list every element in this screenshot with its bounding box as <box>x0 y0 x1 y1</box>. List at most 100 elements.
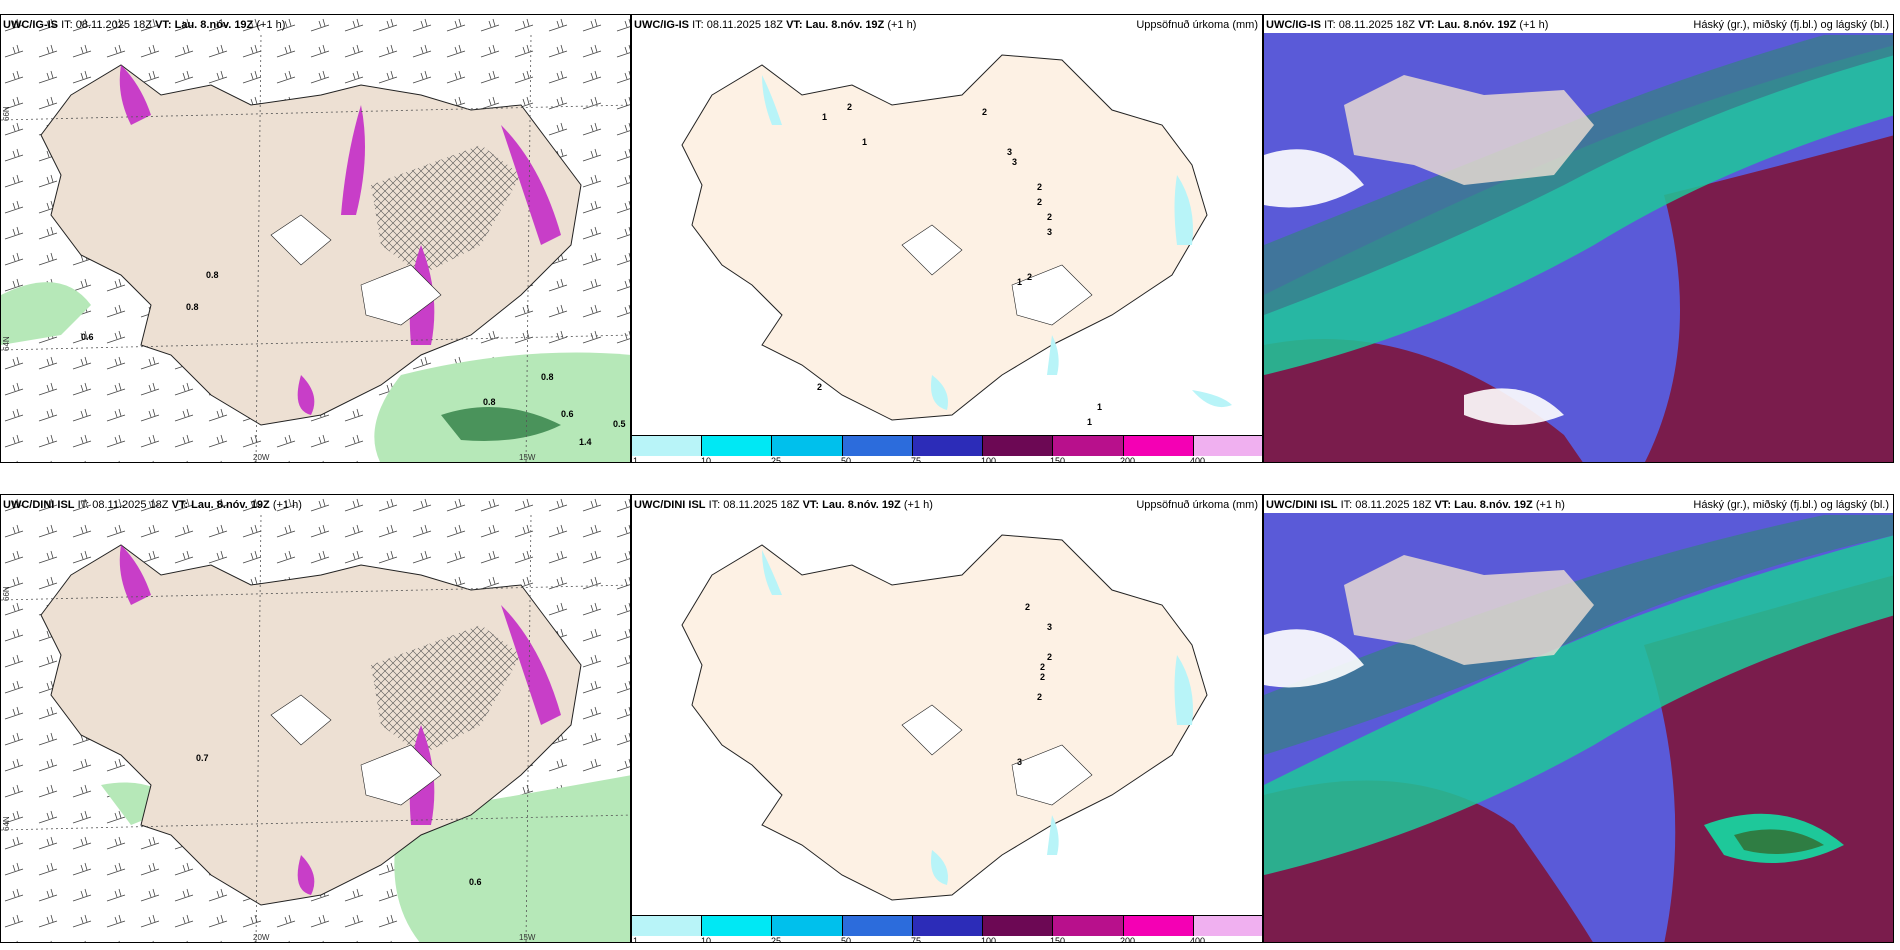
colorbar-segment <box>842 916 913 936</box>
precip-value-label: 3 <box>1007 147 1012 157</box>
axis-label: 15W <box>519 933 536 942</box>
precip-value-label: 2 <box>1047 212 1052 222</box>
map-panel-bottom-clouds: UWC/DINI ISL IT: 08.11.2025 18Z VT: Lau.… <box>1263 494 1894 943</box>
precip-value-label: 2 <box>847 102 852 112</box>
colorbar <box>632 915 1262 936</box>
precip-value-label: 1 <box>862 137 867 147</box>
colorbar-segment <box>1123 436 1194 456</box>
precip-value-label: 3 <box>1047 227 1052 237</box>
precip-value-label: 2 <box>1037 692 1042 702</box>
colorbar-segment <box>912 916 984 936</box>
colorbar-segment <box>1053 916 1124 936</box>
colorbar-segment <box>842 436 913 456</box>
colorbar-segment <box>702 436 773 456</box>
colorbar-segment <box>1053 436 1124 456</box>
panel-title: UWC/DINI ISL IT: 08.11.2025 18Z VT: Lau.… <box>634 499 933 511</box>
axis-label: 64N <box>2 336 11 351</box>
value-label: 0.5 <box>613 419 626 429</box>
colorbar-segment <box>632 436 703 456</box>
colorbar-tick: 400 <box>1190 936 1206 943</box>
map-panel-bottom-wind: UWC/DINI ISL IT: 08.11.2025 18Z VT: Lau.… <box>0 494 631 943</box>
precip-value-label: 2 <box>982 107 987 117</box>
colorbar-tick: 25 <box>771 456 782 463</box>
value-label: 1.4 <box>579 437 592 447</box>
colorbar-segment <box>1193 436 1262 456</box>
axis-label: 20W <box>253 453 270 462</box>
colorbar <box>632 435 1262 456</box>
colorbar-segment <box>702 916 773 936</box>
colorbar-segment <box>983 916 1054 936</box>
panel-variable-title: Uppsöfnuð úrkoma (mm) <box>1136 499 1258 511</box>
precip-value-label: 1 <box>1087 417 1092 427</box>
value-label: 0.6 <box>561 409 574 419</box>
colorbar-tick: 150 <box>1050 936 1066 943</box>
axis-label: 20W <box>253 933 270 942</box>
precip-value-label: 1 <box>1017 277 1022 287</box>
colorbar-tick: 200 <box>1120 936 1136 943</box>
colorbar-tick: 75 <box>911 456 922 463</box>
colorbar-tick: 150 <box>1050 456 1066 463</box>
panel-title: UWC/IG-IS IT: 08.11.2025 18Z VT: Lau. 8.… <box>3 19 286 31</box>
value-label: 0.8 <box>206 270 219 280</box>
precip-value-label: 1 <box>1097 402 1102 412</box>
panel-variable-title: Háský (gr.), miðský (fj.bl.) og lágský (… <box>1693 499 1889 511</box>
colorbar-segment <box>772 916 843 936</box>
colorbar-tick: 10 <box>701 456 712 463</box>
wind-map: 0.8 0.8 0.6 0.8 0.8 0.6 0.5 1.4 20W 15W … <box>1 15 630 462</box>
colorbar-segment <box>632 916 703 936</box>
map-panel-top-clouds: UWC/IG-IS IT: 08.11.2025 18Z VT: Lau. 8.… <box>1263 14 1894 463</box>
precip-value-label: 3 <box>1012 157 1017 167</box>
map-panel-bottom-precip: UWC/DINI ISL IT: 08.11.2025 18Z VT: Lau.… <box>631 494 1263 943</box>
panel-variable-title: Uppsöfnuð úrkoma (mm) <box>1136 19 1258 31</box>
axis-label: 64N <box>2 816 11 831</box>
precip-value-label: 2 <box>1037 197 1042 207</box>
colorbar-tick: 100 <box>981 456 997 463</box>
value-label: 0.6 <box>469 877 482 887</box>
colorbar-tick: 25 <box>771 936 782 943</box>
precip-value-label: 2 <box>1025 602 1030 612</box>
value-label: 0.7 <box>196 753 209 763</box>
colorbar-segment <box>772 436 843 456</box>
colorbar-segment <box>912 436 984 456</box>
axis-label: 66N <box>2 106 11 121</box>
colorbar-tick: 100 <box>981 936 997 943</box>
cloud-map <box>1264 513 1893 942</box>
precip-value-label: 2 <box>1027 272 1032 282</box>
precip-value-label: 2 <box>1040 662 1045 672</box>
panel-title: UWC/DINI ISL IT: 08.11.2025 18Z VT: Lau.… <box>1266 499 1565 511</box>
colorbar-tick: 75 <box>911 936 922 943</box>
colorbar-tick: 50 <box>841 456 852 463</box>
panel-title: UWC/DINI ISL IT: 08.11.2025 18Z VT: Lau.… <box>3 499 302 511</box>
colorbar-tick: 1 <box>633 936 639 943</box>
precip-value-label: 2 <box>817 382 822 392</box>
colorbar-segment <box>1193 916 1262 936</box>
map-panel-top-precip: UWC/IG-IS IT: 08.11.2025 18Z VT: Lau. 8.… <box>631 14 1263 463</box>
colorbar-segment <box>1123 916 1194 936</box>
axis-label: 66N <box>2 586 11 601</box>
colorbar-tick: 1 <box>633 456 639 463</box>
colorbar-segment <box>983 436 1054 456</box>
panel-title: UWC/IG-IS IT: 08.11.2025 18Z VT: Lau. 8.… <box>1266 19 1549 31</box>
precip-value-label: 1 <box>822 112 827 122</box>
precip-value-label: 2 <box>1047 652 1052 662</box>
map-panel-top-wind: UWC/IG-IS IT: 08.11.2025 18Z VT: Lau. 8.… <box>0 14 631 463</box>
precip-value-label: 2 <box>1037 182 1042 192</box>
colorbar-tick: 400 <box>1190 456 1206 463</box>
wind-map: 0.7 0.6 20W 15W 66N 64N <box>1 495 630 942</box>
colorbar-tick: 50 <box>841 936 852 943</box>
value-label: 0.8 <box>541 372 554 382</box>
precip-value-label: 3 <box>1047 622 1052 632</box>
panel-variable-title: Háský (gr.), miðský (fj.bl.) og lágský (… <box>1693 19 1889 31</box>
precip-value-label: 2 <box>1040 672 1045 682</box>
colorbar-tick: 200 <box>1120 456 1136 463</box>
value-label: 0.6 <box>81 332 94 342</box>
colorbar-tick: 10 <box>701 936 712 943</box>
panel-title: UWC/IG-IS IT: 08.11.2025 18Z VT: Lau. 8.… <box>634 19 917 31</box>
cloud-map <box>1264 33 1893 462</box>
value-label: 0.8 <box>483 397 496 407</box>
axis-label: 15W <box>519 453 536 462</box>
value-label: 0.8 <box>186 302 199 312</box>
precip-value-label: 3 <box>1017 757 1022 767</box>
